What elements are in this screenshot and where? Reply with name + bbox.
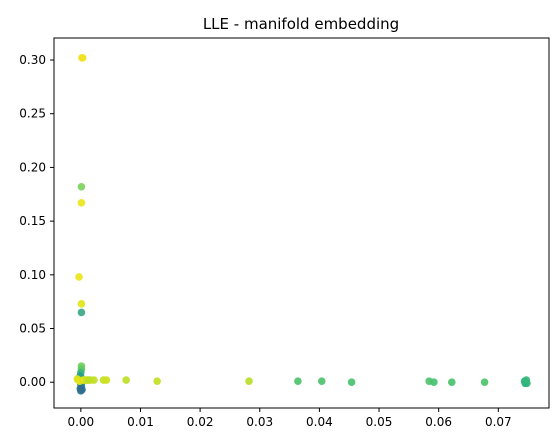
x-tick-label: 0.05: [366, 415, 393, 429]
y-tick-label: 0.05: [19, 322, 46, 336]
data-point: [245, 377, 253, 385]
data-point: [78, 54, 87, 62]
y-tick-label: 0.10: [19, 268, 46, 282]
data-point: [294, 377, 302, 385]
data-point: [77, 182, 86, 191]
x-axis: 0.00 0.01 0.02 0.03 0.04 0.05 0.06 0.07: [67, 408, 512, 429]
x-tick-label: 0.03: [246, 415, 273, 429]
y-tick-label: 0.00: [19, 375, 46, 389]
plot-frame: [53, 37, 550, 409]
y-tick-label: 0.30: [19, 53, 46, 67]
data-point: [75, 273, 83, 281]
chart-title: LLE - manifold embedding: [203, 15, 399, 33]
x-tick-label: 0.00: [67, 415, 94, 429]
data-point: [77, 308, 86, 317]
data-point: [122, 376, 130, 384]
data-point: [90, 376, 98, 384]
data-point: [153, 377, 161, 385]
data-point: [447, 378, 456, 387]
data-point: [480, 378, 489, 387]
x-tick-label: 0.02: [187, 415, 214, 429]
x-tick-label: 0.06: [425, 415, 452, 429]
data-point: [430, 378, 438, 387]
y-tick-label: 0.20: [19, 160, 46, 174]
y-axis: 0.00 0.05 0.10 0.15 0.20 0.25 0.30: [19, 53, 54, 389]
data-point: [347, 378, 356, 387]
data-point: [522, 376, 531, 384]
data-point: [77, 300, 86, 308]
data-point: [77, 387, 85, 395]
y-tick-label: 0.25: [19, 107, 46, 121]
y-tick-label: 0.15: [19, 214, 46, 228]
data-point: [77, 199, 86, 207]
data-point: [317, 377, 326, 385]
x-tick-label: 0.04: [306, 415, 333, 429]
x-tick-label: 0.01: [127, 415, 154, 429]
data-point: [102, 376, 111, 384]
x-tick-label: 0.07: [485, 415, 512, 429]
data-points: [73, 54, 531, 395]
